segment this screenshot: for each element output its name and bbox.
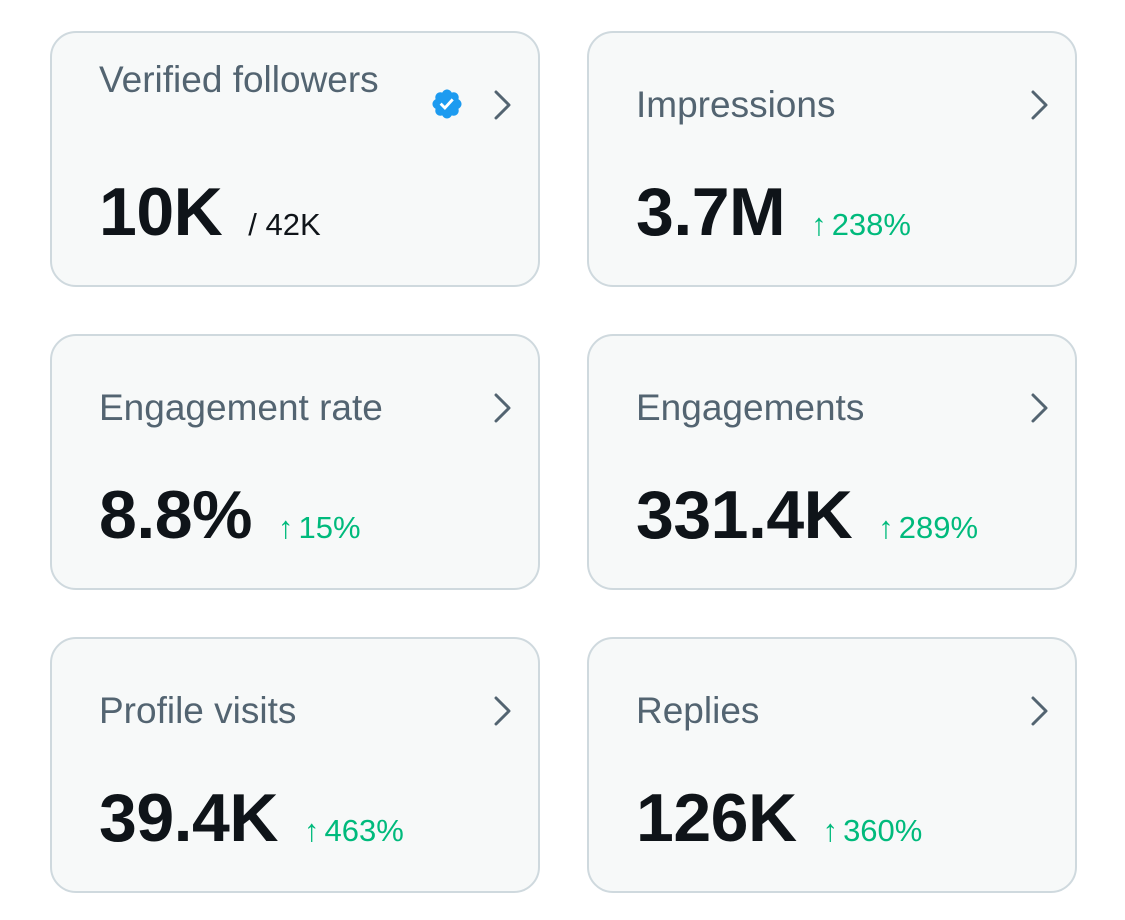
- metric-row: 126K ↑ 360%: [636, 779, 922, 857]
- card-title: Engagement rate: [99, 387, 383, 428]
- engagement-rate-card[interactable]: Engagement rate 8.8% ↑ 15%: [50, 334, 540, 590]
- card-title: Profile visits: [99, 690, 297, 731]
- card-title: Impressions: [636, 84, 836, 125]
- metric-value: 3.7M: [636, 174, 786, 250]
- arrow-up-icon: ↑: [278, 510, 294, 545]
- arrow-up-icon: ↑: [303, 813, 320, 848]
- delta-value: 289%: [898, 510, 979, 545]
- arrow-up-icon: ↑: [822, 813, 839, 848]
- delta-value: 360%: [843, 813, 923, 848]
- metric-row: 39.4K ↑ 463%: [99, 779, 404, 857]
- metric-value: 126K: [636, 780, 797, 856]
- verified-badge-icon: [432, 89, 462, 119]
- metric-row: 331.4K ↑ 289%: [636, 476, 978, 554]
- chevron-right-icon[interactable]: [1029, 392, 1051, 424]
- profile-visits-card[interactable]: Profile visits 39.4K ↑ 463%: [50, 637, 540, 893]
- metric-total: / 42K: [248, 207, 321, 242]
- engagements-card[interactable]: Engagements 331.4K ↑ 289%: [587, 334, 1077, 590]
- chevron-right-icon[interactable]: [492, 89, 514, 121]
- metric-row: 3.7M ↑ 238%: [636, 173, 911, 251]
- chevron-right-icon[interactable]: [1029, 695, 1051, 727]
- card-title: Verified followers: [99, 59, 379, 100]
- delta-value: 463%: [324, 813, 404, 848]
- metric-value: 331.4K: [636, 477, 853, 553]
- metric-value: 8.8%: [99, 477, 253, 553]
- metric-delta: ↑ 289%: [878, 510, 978, 546]
- delta-value: 15%: [298, 510, 361, 545]
- impressions-card[interactable]: Impressions 3.7M ↑ 238%: [587, 31, 1077, 287]
- arrow-up-icon: ↑: [878, 510, 894, 545]
- card-title: Engagements: [636, 387, 865, 428]
- replies-card[interactable]: Replies 126K ↑ 360%: [587, 637, 1077, 893]
- metric-value: 10K: [99, 174, 223, 250]
- chevron-right-icon[interactable]: [1029, 89, 1051, 121]
- metric-row: 8.8% ↑ 15%: [99, 476, 361, 554]
- card-title: Replies: [636, 690, 760, 731]
- metric-delta: ↑ 238%: [811, 207, 911, 243]
- metric-delta: ↑ 360%: [823, 813, 923, 849]
- delta-value: 238%: [831, 207, 911, 242]
- metric-delta: ↑ 463%: [304, 813, 404, 849]
- arrow-up-icon: ↑: [811, 207, 827, 242]
- metric-row: 10K / 42K: [99, 173, 321, 251]
- chevron-right-icon[interactable]: [492, 392, 514, 424]
- verified-followers-card[interactable]: Verified followers 10K / 42K: [50, 31, 540, 287]
- chevron-right-icon[interactable]: [492, 695, 514, 727]
- metric-delta: ↑ 15%: [278, 510, 361, 546]
- metric-value: 39.4K: [99, 780, 278, 856]
